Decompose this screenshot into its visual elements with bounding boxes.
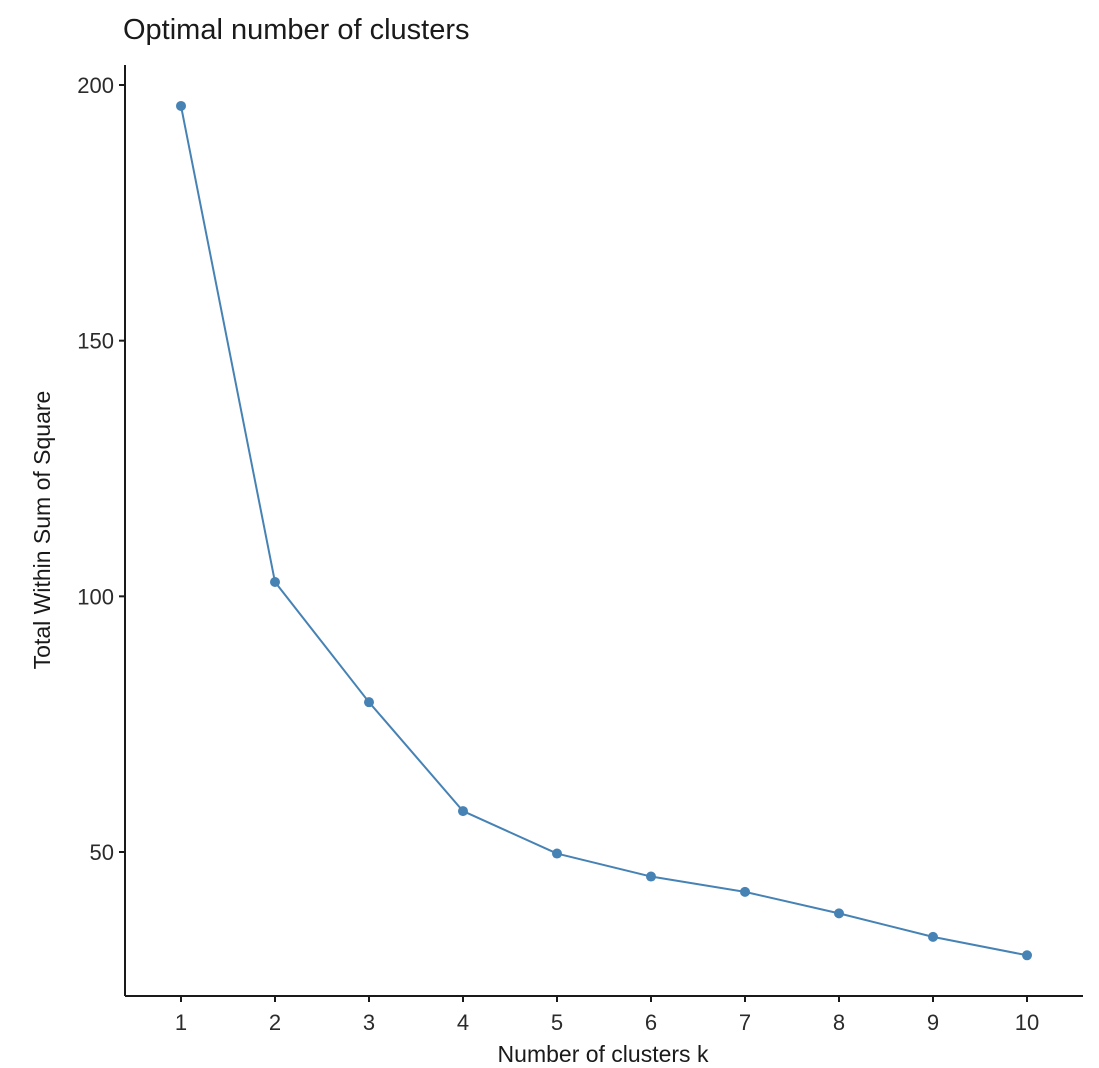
x-tick-label: 1 [175,1010,187,1035]
x-tick-label: 8 [833,1010,845,1035]
y-axis: 50 100 150 200 [77,65,126,996]
y-tick-label: 150 [77,329,114,354]
series-line [176,100,1032,961]
data-point [646,871,656,882]
x-tick-label: 9 [927,1010,939,1035]
x-tick-label: 3 [363,1010,375,1035]
data-point [740,886,750,897]
data-point [458,806,468,817]
data-point [270,577,280,588]
x-tick-label: 5 [551,1010,563,1035]
y-tick-label: 200 [77,73,114,98]
data-point [552,848,562,859]
y-tick-label: 50 [90,840,114,865]
x-axis: 1 2 3 4 5 6 7 8 9 10 [125,995,1083,1035]
data-point [364,697,374,708]
x-tick-label: 4 [457,1010,469,1035]
y-tick-label: 100 [77,584,114,609]
x-tick-label: 2 [269,1010,281,1035]
x-tick-label: 7 [739,1010,751,1035]
x-axis-title: Number of clusters k [498,1041,709,1067]
data-point [834,908,844,919]
data-point [176,100,186,111]
x-tick-label: 10 [1015,1010,1039,1035]
x-tick-label: 6 [645,1010,657,1035]
data-point [928,931,938,942]
chart-title: Optimal number of clusters [123,14,470,46]
data-point [1022,950,1032,961]
y-axis-title: Total Within Sum of Square [29,391,55,670]
